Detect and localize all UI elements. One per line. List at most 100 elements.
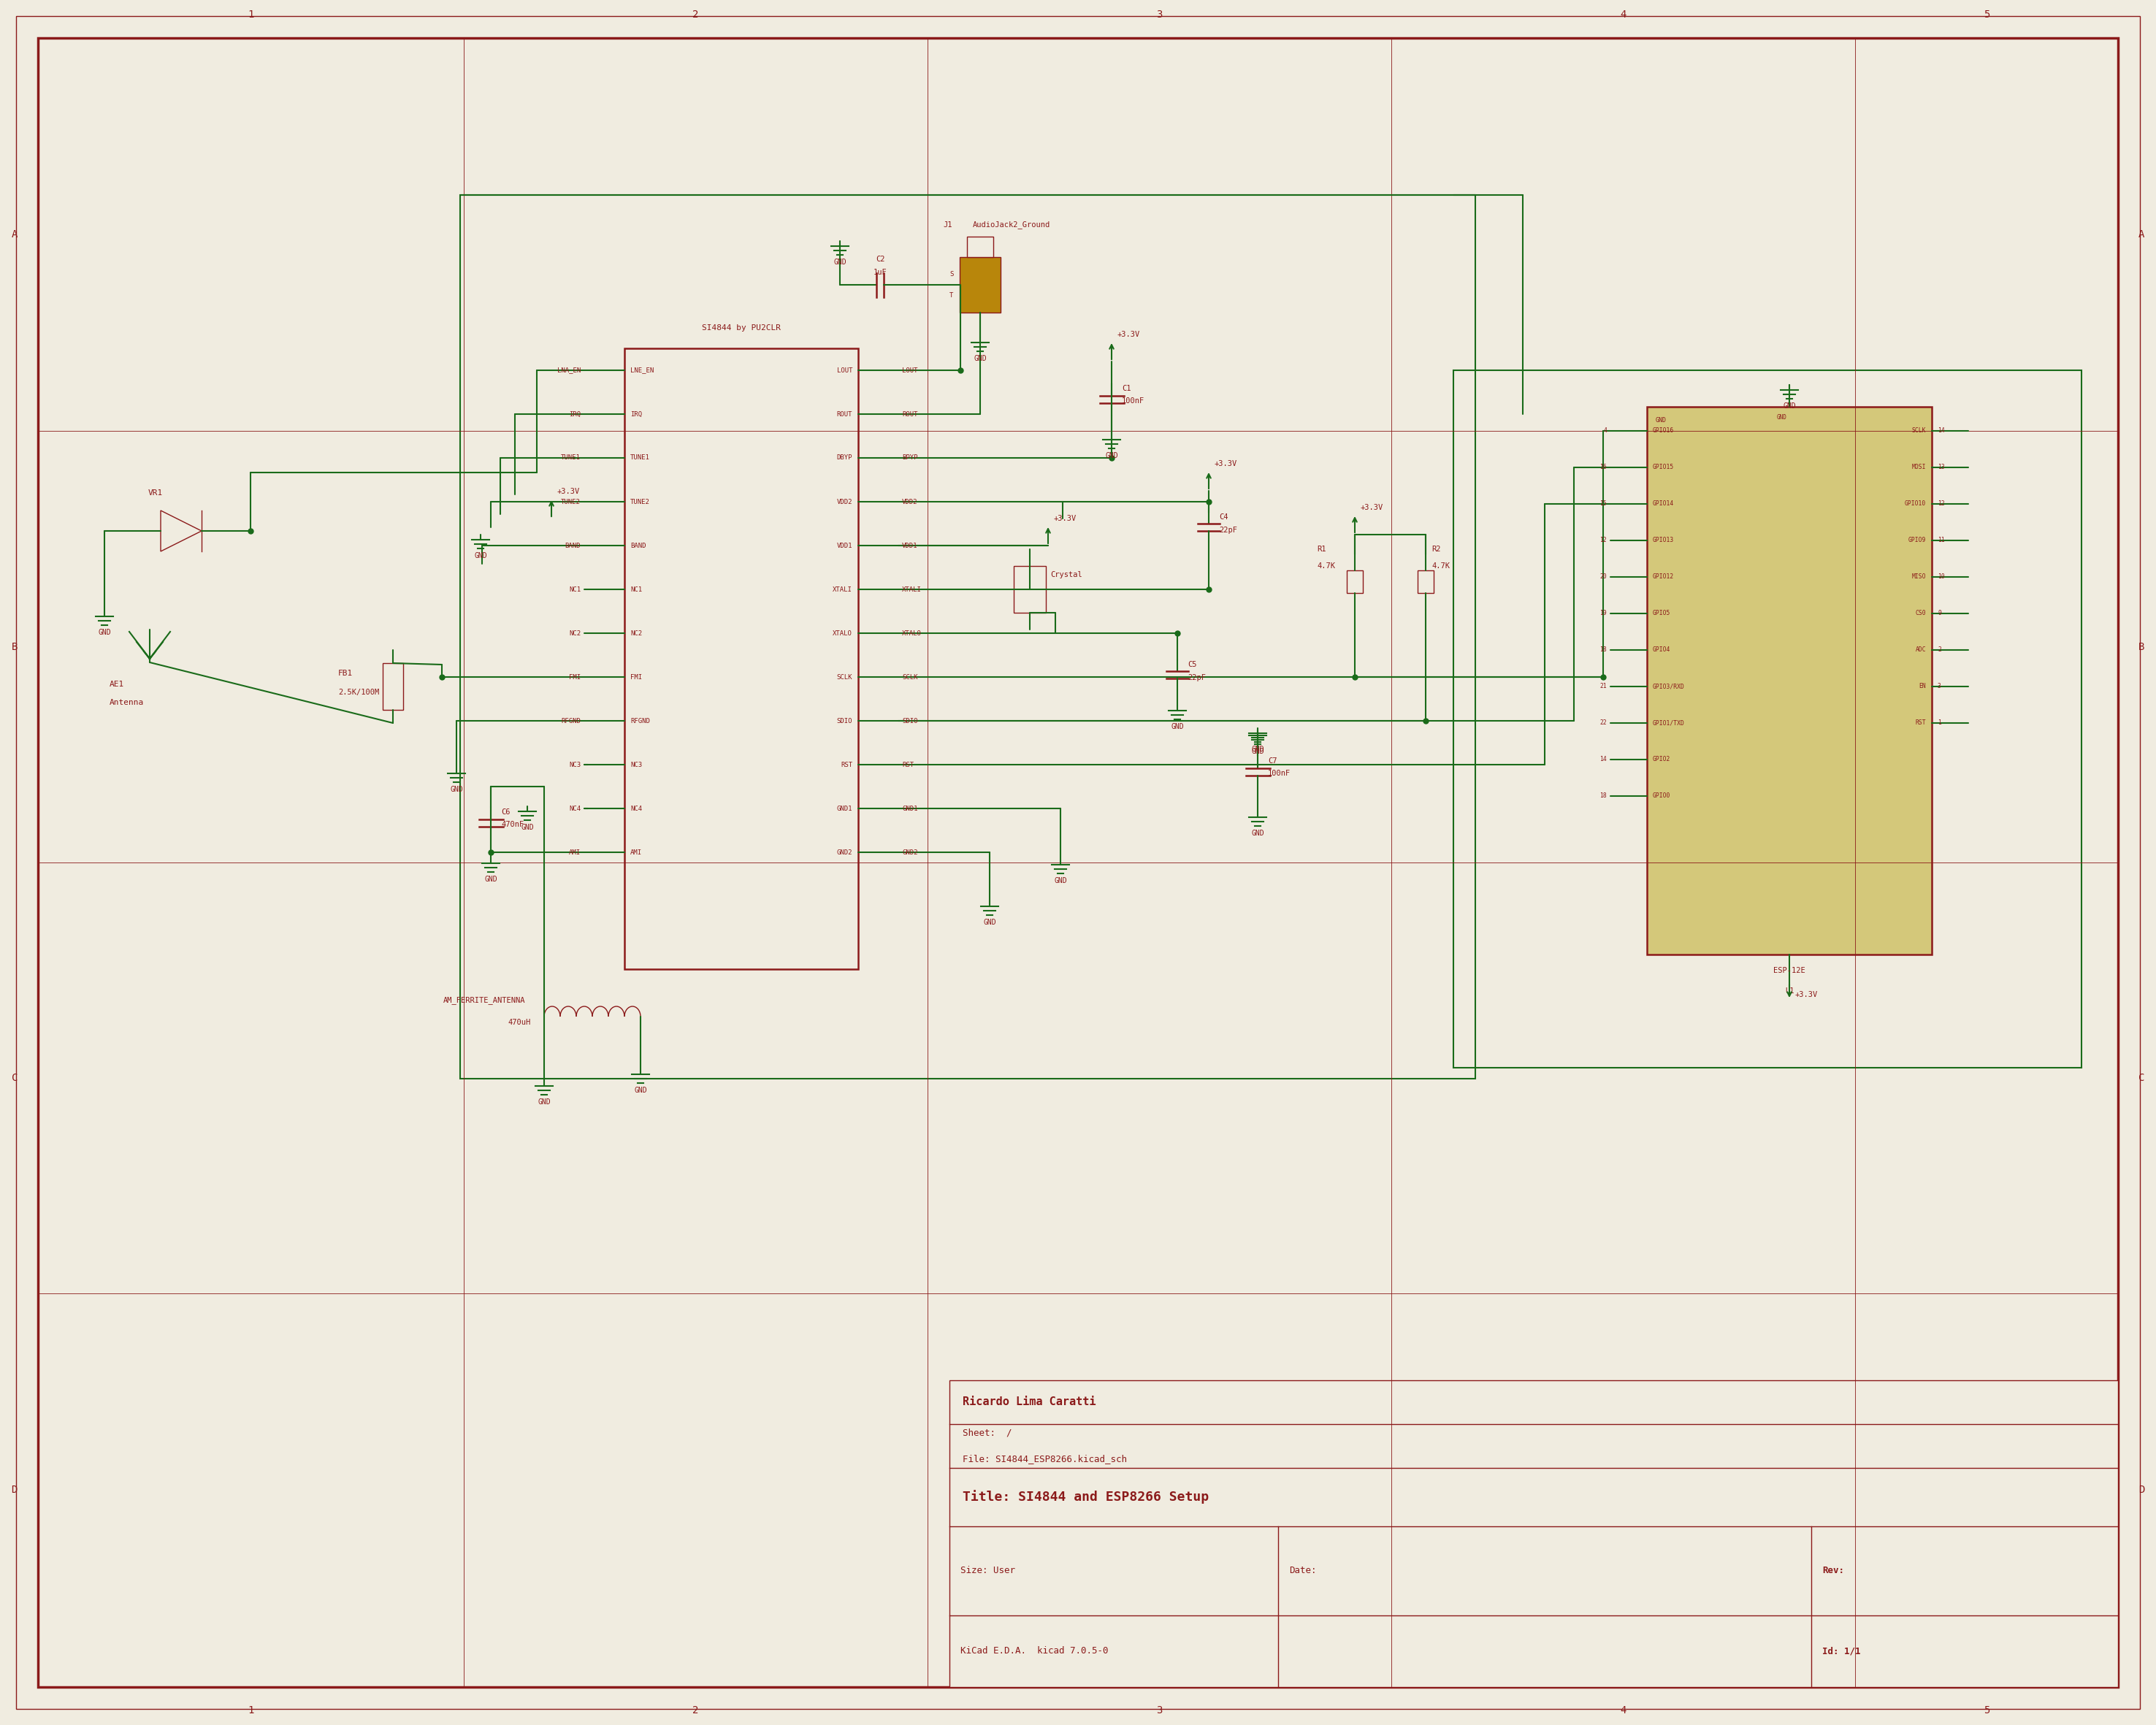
Text: IRQ: IRQ — [630, 411, 642, 417]
Text: +3.3V: +3.3V — [1214, 461, 1238, 467]
Text: 3: 3 — [1156, 9, 1162, 19]
Text: VDD2: VDD2 — [901, 499, 918, 505]
Text: SI4844 by PU2CLR: SI4844 by PU2CLR — [703, 324, 780, 331]
Text: SCLK: SCLK — [1912, 428, 1925, 435]
Text: RST: RST — [1915, 719, 1925, 726]
Text: GND1: GND1 — [901, 806, 918, 812]
Text: 18: 18 — [1600, 647, 1606, 654]
Text: 15: 15 — [1600, 500, 1606, 507]
Text: C: C — [2139, 1073, 2145, 1083]
Text: VR1: VR1 — [149, 490, 164, 497]
Text: IRQ: IRQ — [569, 411, 580, 417]
Text: 10: 10 — [1938, 574, 1945, 580]
Text: +3.3V: +3.3V — [1052, 514, 1076, 523]
Text: 4: 4 — [1619, 1706, 1626, 1716]
Text: Id: 1/1: Id: 1/1 — [1822, 1646, 1861, 1656]
Text: GND: GND — [522, 825, 535, 831]
Text: ROUT: ROUT — [837, 411, 852, 417]
Text: LOUT: LOUT — [901, 367, 918, 374]
Text: TUNE2: TUNE2 — [630, 499, 649, 505]
Text: XTALO: XTALO — [832, 630, 852, 637]
Text: 20: 20 — [1600, 574, 1606, 580]
Text: MOSI: MOSI — [1912, 464, 1925, 471]
Text: ADC: ADC — [1915, 647, 1925, 654]
Text: VDD1: VDD1 — [901, 542, 918, 549]
Text: 16: 16 — [1600, 464, 1606, 471]
Text: AMI: AMI — [630, 849, 642, 856]
Text: GND: GND — [474, 552, 487, 559]
Text: GND: GND — [537, 1099, 550, 1106]
Text: FB1: FB1 — [338, 669, 354, 676]
Text: NC4: NC4 — [630, 806, 642, 812]
Text: 470uH: 470uH — [507, 1019, 530, 1026]
Text: GND: GND — [1250, 745, 1263, 754]
Text: RFGND: RFGND — [630, 718, 649, 724]
Text: C1: C1 — [1121, 385, 1132, 392]
Text: NC4: NC4 — [569, 806, 580, 812]
Text: SDIO: SDIO — [837, 718, 852, 724]
Text: TUNE1: TUNE1 — [630, 455, 649, 461]
Text: NC3: NC3 — [569, 761, 580, 768]
Text: GPIO14: GPIO14 — [1654, 500, 1675, 507]
Text: 18: 18 — [1600, 794, 1606, 799]
Text: GND: GND — [1777, 414, 1787, 421]
Text: 5: 5 — [1984, 1706, 1990, 1716]
Text: 4: 4 — [1604, 428, 1606, 435]
Text: RFGND: RFGND — [561, 718, 580, 724]
Text: VDD2: VDD2 — [837, 499, 852, 505]
Bar — [1647, 407, 1932, 954]
Text: GND: GND — [1106, 452, 1119, 459]
Text: 1: 1 — [248, 1706, 254, 1716]
Text: 11: 11 — [1938, 536, 1945, 543]
Text: BPYP: BPYP — [901, 455, 918, 461]
Text: Sheet:  /: Sheet: / — [962, 1428, 1011, 1437]
Text: 19: 19 — [1600, 611, 1606, 618]
Text: GND: GND — [1250, 830, 1263, 837]
Bar — [1348, 571, 1363, 593]
Text: GPIO15: GPIO15 — [1654, 464, 1675, 471]
Bar — [949, 1380, 2117, 1687]
Text: +3.3V: +3.3V — [1117, 331, 1141, 338]
Text: 4: 4 — [1619, 9, 1626, 19]
Text: C5: C5 — [1188, 661, 1197, 668]
Text: 1: 1 — [1938, 719, 1940, 726]
Text: 22: 22 — [1600, 719, 1606, 726]
Text: GPIO5: GPIO5 — [1654, 611, 1671, 618]
Text: LOUT: LOUT — [837, 367, 852, 374]
Text: 3: 3 — [1938, 683, 1940, 690]
Text: 4.7K: 4.7K — [1317, 562, 1335, 569]
Text: XTALO: XTALO — [901, 630, 921, 637]
Text: TUNE1: TUNE1 — [561, 455, 580, 461]
Text: Size: User: Size: User — [959, 1566, 1015, 1575]
Text: XTALI: XTALI — [901, 586, 921, 593]
Text: 1uF: 1uF — [873, 269, 886, 276]
Bar — [1013, 566, 1046, 612]
Text: 12: 12 — [1600, 536, 1606, 543]
Text: DBYP: DBYP — [837, 455, 852, 461]
Text: Title: SI4844 and ESP8266 Setup: Title: SI4844 and ESP8266 Setup — [962, 1490, 1210, 1504]
Text: GND: GND — [1171, 723, 1184, 730]
Bar — [959, 257, 1000, 312]
Text: RST: RST — [901, 761, 914, 768]
Text: 14: 14 — [1600, 756, 1606, 762]
Text: B: B — [11, 642, 17, 652]
Text: GND: GND — [975, 355, 987, 362]
Text: 12: 12 — [1938, 500, 1945, 507]
Text: C4: C4 — [1218, 514, 1229, 521]
Text: AM_FERRITE_ANTENNA: AM_FERRITE_ANTENNA — [444, 997, 526, 1004]
Text: U1: U1 — [1785, 987, 1794, 995]
Text: ROUT: ROUT — [901, 411, 918, 417]
Text: 100nF: 100nF — [1121, 397, 1145, 405]
Text: NC2: NC2 — [630, 630, 642, 637]
Text: C7: C7 — [1268, 757, 1276, 764]
Text: 13: 13 — [1938, 464, 1945, 471]
Text: AE1: AE1 — [110, 681, 125, 688]
Text: GND: GND — [485, 876, 498, 883]
Text: 470nF: 470nF — [500, 821, 524, 828]
Text: 2.5K/100M: 2.5K/100M — [338, 688, 379, 695]
Bar — [625, 348, 858, 969]
Text: LNE_EN: LNE_EN — [630, 367, 653, 374]
Text: GPIO16: GPIO16 — [1654, 428, 1675, 435]
Text: GND: GND — [451, 787, 464, 794]
Text: GPIO13: GPIO13 — [1654, 536, 1675, 543]
